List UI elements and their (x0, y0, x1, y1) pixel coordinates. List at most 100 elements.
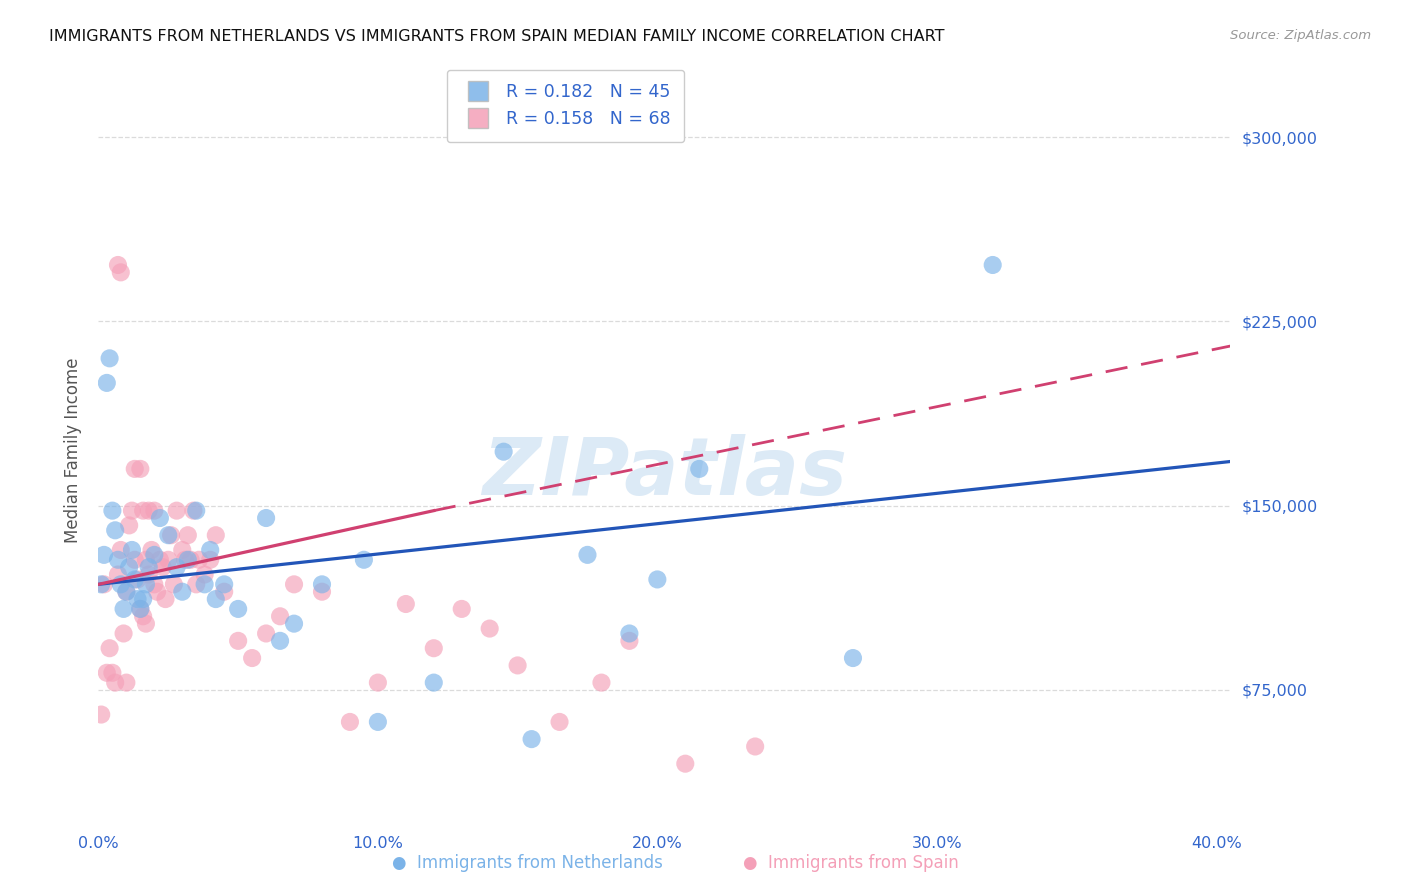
Point (143, 503, 166, 517)
Point (226, 602, 249, 616)
Point (186, 577, 208, 591)
Point (132, 592, 155, 607)
Point (492, 444, 515, 458)
Point (353, 553, 375, 567)
Point (395, 597, 418, 611)
Point (129, 602, 152, 616)
Point (183, 503, 205, 517)
Point (186, 503, 208, 517)
Point (124, 462, 146, 476)
Point (204, 592, 226, 607)
Point (423, 675, 446, 690)
Point (619, 633, 641, 648)
Point (124, 553, 146, 567)
Point (143, 577, 166, 591)
Point (226, 633, 249, 648)
Point (619, 626, 641, 640)
Point (127, 592, 149, 607)
Point (135, 577, 157, 591)
Point (138, 560, 160, 574)
Point (194, 577, 217, 591)
Point (166, 503, 188, 517)
Point (121, 543, 143, 558)
Point (121, 503, 143, 517)
Point (423, 641, 446, 656)
Point (200, 543, 222, 558)
Point (204, 528, 226, 542)
Point (90, 707, 112, 722)
Text: ●  Immigrants from Spain: ● Immigrants from Spain (742, 855, 959, 872)
Point (981, 258, 1004, 272)
Y-axis label: Median Family Income: Median Family Income (63, 358, 82, 543)
Point (129, 602, 152, 616)
Point (93, 577, 115, 591)
Point (269, 609, 291, 624)
Point (118, 518, 141, 533)
Point (174, 553, 197, 567)
Point (576, 548, 599, 562)
Point (172, 584, 194, 599)
Text: IMMIGRANTS FROM NETHERLANDS VS IMMIGRANTS FROM SPAIN MEDIAN FAMILY INCOME CORREL: IMMIGRANTS FROM NETHERLANDS VS IMMIGRANT… (49, 29, 945, 44)
Point (90, 577, 112, 591)
Point (96, 376, 118, 390)
Legend: R = 0.182   N = 45, R = 0.158   N = 68: R = 0.182 N = 45, R = 0.158 N = 68 (447, 70, 685, 142)
Point (212, 584, 235, 599)
Point (135, 553, 157, 567)
Point (194, 567, 217, 582)
Point (188, 553, 211, 567)
Point (506, 658, 529, 673)
Point (160, 528, 183, 542)
Point (141, 543, 163, 558)
Point (155, 592, 177, 607)
Point (104, 675, 127, 690)
Point (135, 616, 157, 631)
Point (450, 602, 472, 616)
Point (149, 553, 172, 567)
Point (647, 573, 669, 587)
Point (163, 577, 186, 591)
Point (104, 524, 127, 538)
Point (129, 462, 152, 476)
Point (115, 584, 138, 599)
Point (138, 567, 160, 582)
Point (146, 584, 169, 599)
Point (110, 577, 132, 591)
Point (283, 577, 305, 591)
Point (143, 548, 166, 562)
Point (520, 732, 543, 747)
Point (124, 573, 146, 587)
Point (254, 626, 277, 640)
Point (367, 675, 389, 690)
Point (339, 714, 361, 729)
Point (127, 573, 149, 587)
Point (180, 553, 202, 567)
Point (254, 511, 277, 525)
Point (96, 665, 118, 680)
Point (200, 553, 222, 567)
Point (548, 714, 571, 729)
Point (149, 511, 172, 525)
Point (115, 584, 138, 599)
Point (673, 756, 696, 771)
Point (269, 633, 291, 648)
Point (842, 651, 865, 665)
Point (212, 577, 235, 591)
Point (132, 609, 155, 624)
Point (283, 616, 305, 631)
Point (157, 528, 180, 542)
Text: ●  Immigrants from Netherlands: ● Immigrants from Netherlands (392, 855, 662, 872)
Point (138, 503, 160, 517)
Point (132, 503, 155, 517)
Point (166, 560, 188, 574)
Point (107, 553, 129, 567)
Point (112, 602, 135, 616)
Point (112, 626, 135, 640)
Point (157, 553, 180, 567)
Point (101, 503, 124, 517)
Point (744, 739, 766, 754)
Point (101, 665, 124, 680)
Point (177, 528, 200, 542)
Point (107, 258, 129, 272)
Point (118, 560, 141, 574)
Point (688, 462, 710, 476)
